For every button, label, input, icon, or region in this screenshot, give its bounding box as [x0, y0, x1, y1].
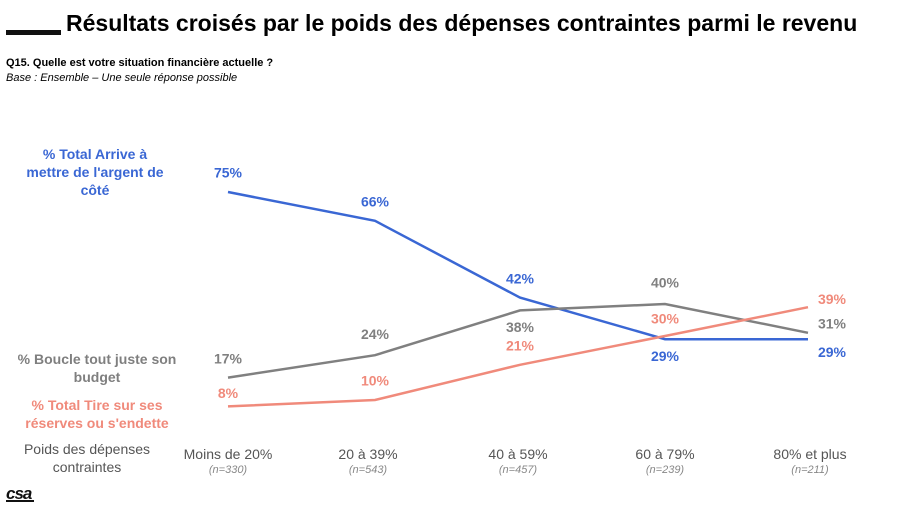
data-label-s1-p1: 24%: [361, 326, 390, 342]
data-label-s2-p1: 10%: [361, 373, 390, 389]
data-label-s2-p3: 30%: [651, 311, 680, 327]
data-label-s1-p3: 40%: [651, 275, 680, 291]
category-sample-size: (n=543): [348, 464, 388, 476]
series-line-0: [227, 190, 808, 341]
data-label-s1-p4: 31%: [818, 316, 847, 332]
category-3: 60 à 79% (n=239): [590, 446, 740, 477]
category-label: 40 à 59%: [488, 446, 548, 462]
data-label-s1-p2: 38%: [506, 319, 535, 335]
category-sample-size: (n=239): [645, 464, 685, 476]
category-label: 60 à 79%: [635, 446, 695, 462]
data-label-s2-p2: 21%: [506, 338, 535, 354]
data-label-s0-p3: 29%: [651, 348, 680, 364]
series-line-2: [227, 305, 809, 408]
data-label-s2-p0: 8%: [218, 385, 239, 401]
category-sample-size: (n=457): [498, 464, 538, 476]
logo-underline: [6, 500, 34, 502]
series-label-arrive: % Total Arrive à mettre de l'argent de c…: [26, 146, 164, 198]
title-accent-bar: [6, 30, 61, 35]
category-sample-size: (n=330): [208, 464, 248, 476]
data-label-s0-p2: 42%: [506, 270, 535, 286]
category-label: 80% et plus: [773, 446, 847, 462]
series-label-boucle: % Boucle tout juste son budget: [17, 351, 177, 385]
page-title: Résultats croisés par le poids des dépen…: [66, 10, 858, 36]
data-label-s0-p0: 75%: [214, 165, 243, 181]
question-text: Q15. Quelle est votre situation financiè…: [6, 57, 274, 69]
x-axis-title: Poids des dépenses contraintes: [23, 441, 151, 475]
category-1: 20 à 39% (n=543): [293, 446, 443, 477]
category-4: 80% et plus (n=211): [735, 446, 885, 477]
data-label-s2-p4: 39%: [818, 291, 847, 307]
data-label-s1-p0: 17%: [214, 350, 243, 366]
category-label: Moins de 20%: [183, 446, 273, 462]
data-label-s0-p4: 29%: [818, 344, 847, 360]
series-line-1: [227, 302, 809, 379]
category-label: 20 à 39%: [338, 446, 398, 462]
csa-logo: csa: [6, 484, 32, 503]
data-label-s0-p1: 66%: [361, 194, 390, 210]
base-text: Base : Ensemble – Une seule réponse poss…: [6, 72, 238, 84]
category-sample-size: (n=211): [791, 464, 829, 476]
category-2: 40 à 59% (n=457): [443, 446, 593, 477]
category-0: Moins de 20% (n=330): [153, 446, 303, 477]
series-label-tire: % Total Tire sur ses réserves ou s'endet…: [25, 397, 169, 431]
